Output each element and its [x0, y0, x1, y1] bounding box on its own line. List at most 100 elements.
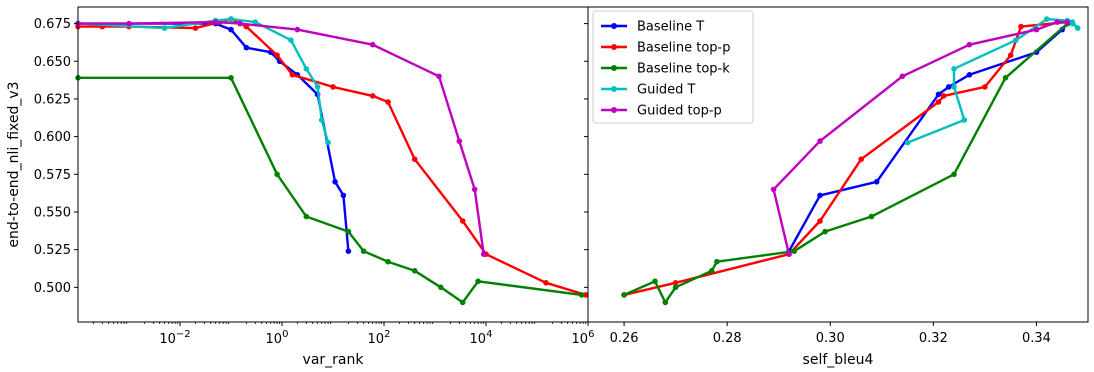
data-point — [228, 26, 234, 33]
data-point — [274, 171, 280, 178]
data-point — [303, 66, 310, 72]
data-point — [212, 19, 219, 25]
data-point — [786, 251, 792, 257]
x-tick-exponent: 2 — [384, 329, 390, 340]
data-point — [294, 26, 301, 33]
series-line — [76, 76, 583, 304]
data-point — [817, 192, 823, 199]
series-baseline-top-p — [75, 16, 589, 298]
legend-label: Baseline T — [637, 20, 704, 35]
series-baseline-top-k — [75, 75, 585, 306]
data-point — [822, 228, 828, 235]
legend-marker — [611, 44, 617, 50]
data-point — [480, 251, 487, 257]
data-point — [899, 73, 906, 80]
x-tick-exponent: 6 — [588, 329, 594, 340]
data-point — [935, 99, 942, 105]
data-point — [1018, 23, 1024, 30]
legend-entry: Baseline top-p — [601, 41, 731, 56]
data-point — [951, 84, 957, 90]
panel-self-bleu4: 0.26 0.28 0.30 0.32 0.34 self_bleu4 — [584, 6, 1089, 368]
x-axis-label: self_bleu4 — [803, 352, 874, 368]
data-point — [471, 186, 478, 193]
legend-label: Guided top-p — [637, 104, 722, 119]
series-line — [787, 22, 1069, 253]
series-guided-t — [75, 16, 331, 146]
data-point — [459, 218, 466, 224]
x-tick-exponent: −2 — [176, 329, 191, 340]
y-tick-label: 0.675 — [34, 17, 71, 32]
plot-frame — [77, 6, 589, 323]
x-tick-label: 0.28 — [713, 331, 742, 346]
series-line — [76, 20, 485, 256]
data-point — [868, 213, 875, 220]
data-point — [940, 93, 947, 99]
data-point — [858, 156, 864, 162]
data-point — [951, 171, 957, 178]
data-point — [873, 179, 880, 185]
data-point — [935, 91, 942, 98]
data-point — [1054, 19, 1060, 25]
data-point — [708, 268, 715, 274]
series-line — [76, 17, 330, 144]
x-tick-base: 10 — [572, 332, 589, 347]
data-point — [966, 72, 973, 78]
data-point — [1007, 52, 1014, 58]
data-point — [436, 73, 442, 80]
data-point — [411, 156, 418, 162]
data-point — [438, 284, 444, 291]
data-point — [161, 25, 168, 31]
data-point — [662, 299, 669, 306]
data-point — [288, 37, 294, 43]
data-point — [228, 16, 234, 22]
data-point — [385, 258, 391, 265]
data-point — [817, 138, 823, 144]
x-tick-base: 10 — [159, 332, 176, 347]
series-guided-top-p — [770, 19, 1071, 257]
x-tick-base: 10 — [266, 332, 283, 347]
x-tick-label: 100 — [266, 329, 289, 347]
series-baseline-t — [786, 20, 1071, 254]
data-point — [330, 84, 336, 90]
x-tick-exponent: 0 — [282, 329, 288, 340]
data-point — [459, 299, 466, 306]
data-point — [1069, 20, 1076, 27]
x-tick-label: 106 — [572, 329, 595, 347]
x-tick-base: 10 — [470, 332, 487, 347]
data-point — [360, 248, 367, 254]
data-point — [318, 117, 325, 123]
legend-marker — [611, 107, 617, 113]
data-point — [325, 139, 331, 146]
data-point — [252, 19, 259, 25]
data-point — [369, 41, 376, 48]
data-point — [621, 292, 627, 298]
legend: Baseline T Baseline top-p Baseline top-k Gu… — [592, 10, 754, 124]
legend-label: Baseline top-k — [637, 62, 730, 77]
data-point — [791, 248, 797, 254]
data-point — [303, 213, 310, 220]
legend-label: Guided T — [637, 83, 696, 98]
data-point — [411, 268, 418, 274]
data-point — [385, 99, 391, 105]
legend-marker — [611, 65, 617, 71]
data-point — [672, 280, 679, 286]
data-point — [1074, 25, 1081, 31]
data-point — [961, 117, 968, 123]
plot-frame — [587, 6, 1089, 323]
legend-entry: Guided top-p — [601, 104, 722, 119]
x-tick-label: 10−2 — [159, 329, 190, 347]
series-guided-top-p — [75, 19, 487, 257]
data-point — [126, 20, 132, 27]
data-point — [904, 139, 911, 146]
series-line — [772, 20, 1069, 256]
data-point — [672, 284, 679, 291]
data-point — [289, 72, 296, 78]
y-axis-label: end-to-end_nli_fixed_v3 — [6, 81, 22, 247]
data-point — [345, 228, 352, 235]
data-point — [951, 66, 957, 72]
series-line — [622, 22, 1069, 304]
legend-box — [592, 10, 754, 124]
data-point — [1002, 75, 1009, 81]
legend-entry: Baseline top-k — [601, 62, 730, 77]
